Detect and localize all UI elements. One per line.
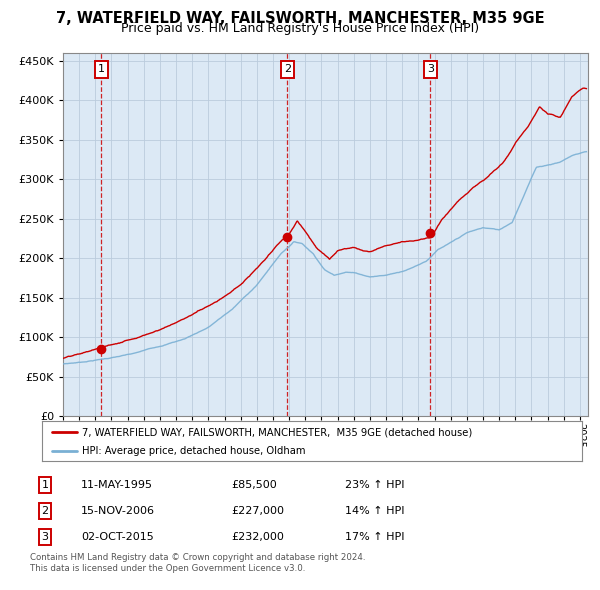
Text: Price paid vs. HM Land Registry's House Price Index (HPI): Price paid vs. HM Land Registry's House … (121, 22, 479, 35)
Text: 7, WATERFIELD WAY, FAILSWORTH, MANCHESTER, M35 9GE: 7, WATERFIELD WAY, FAILSWORTH, MANCHESTE… (56, 11, 544, 25)
Text: £85,500: £85,500 (231, 480, 277, 490)
Text: 23% ↑ HPI: 23% ↑ HPI (345, 480, 404, 490)
Text: 17% ↑ HPI: 17% ↑ HPI (345, 532, 404, 542)
Text: 11-MAY-1995: 11-MAY-1995 (81, 480, 153, 490)
Text: 02-OCT-2015: 02-OCT-2015 (81, 532, 154, 542)
Text: 14% ↑ HPI: 14% ↑ HPI (345, 506, 404, 516)
Text: This data is licensed under the Open Government Licence v3.0.: This data is licensed under the Open Gov… (30, 565, 305, 573)
Text: 2: 2 (41, 506, 49, 516)
Text: £227,000: £227,000 (231, 506, 284, 516)
Text: HPI: Average price, detached house, Oldham: HPI: Average price, detached house, Oldh… (83, 447, 306, 456)
Text: 3: 3 (41, 532, 49, 542)
Text: 7, WATERFIELD WAY, FAILSWORTH, MANCHESTER,  M35 9GE (detached house): 7, WATERFIELD WAY, FAILSWORTH, MANCHESTE… (83, 428, 473, 438)
Text: £232,000: £232,000 (231, 532, 284, 542)
Text: 2: 2 (284, 64, 291, 74)
Text: 15-NOV-2006: 15-NOV-2006 (81, 506, 155, 516)
Text: 3: 3 (427, 64, 434, 74)
Text: Contains HM Land Registry data © Crown copyright and database right 2024.: Contains HM Land Registry data © Crown c… (30, 553, 365, 562)
Text: 1: 1 (41, 480, 49, 490)
Text: 1: 1 (98, 64, 105, 74)
